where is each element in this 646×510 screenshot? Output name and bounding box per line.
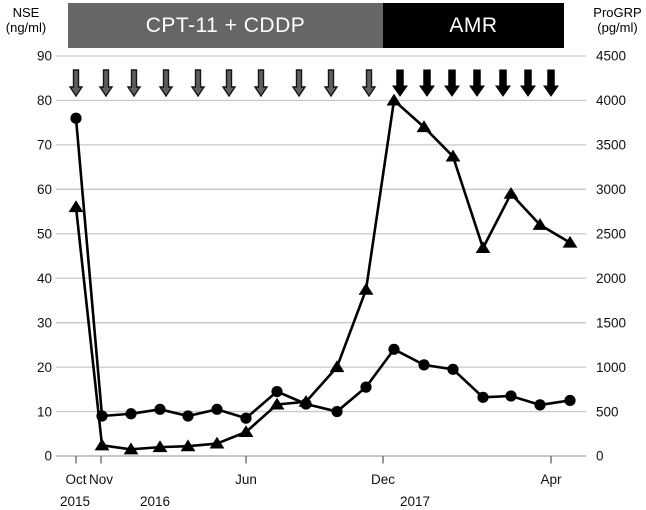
marker-triangle-progrp bbox=[416, 120, 432, 133]
dose-arrow-gray bbox=[221, 69, 237, 98]
right-axis-title-line1: ProGRP bbox=[593, 5, 642, 20]
left-axis-title: NSE (ng/ml) bbox=[0, 5, 52, 35]
marker-triangle-progrp bbox=[180, 439, 196, 452]
series-line-progrp bbox=[74, 97, 571, 451]
y-axis-label-right: 2000 bbox=[596, 271, 626, 286]
marker-triangle-progrp bbox=[475, 241, 491, 253]
dose-arrow-gray bbox=[190, 69, 206, 98]
marker-circle-nse bbox=[125, 408, 137, 420]
marker-triangle-progrp bbox=[532, 218, 548, 230]
dose-arrow-gray bbox=[323, 69, 339, 98]
treatment-bar-cpt11-cddp: CPT-11 + CDDP bbox=[68, 3, 383, 48]
marker-circle-nse bbox=[70, 112, 82, 124]
marker-triangle-progrp bbox=[94, 438, 110, 451]
dose-arrow-black bbox=[543, 69, 559, 97]
dose-arrow-black bbox=[520, 69, 536, 97]
dose-arrow-black bbox=[444, 69, 460, 97]
x-tick-label: Nov bbox=[89, 472, 113, 487]
marker-triangle-progrp bbox=[386, 93, 402, 106]
marker-triangle-progrp bbox=[358, 282, 374, 295]
dose-arrow-gray bbox=[158, 69, 174, 98]
left-axis-title-line1: NSE bbox=[12, 5, 40, 20]
marker-circle-nse bbox=[534, 399, 546, 411]
y-axis-label-right: 3000 bbox=[596, 182, 626, 197]
marker-triangle-progrp bbox=[562, 235, 578, 248]
y-axis-label-right: 3500 bbox=[596, 138, 626, 153]
y-axis-label-right: 2500 bbox=[596, 226, 626, 241]
marker-triangle-progrp bbox=[209, 436, 225, 449]
y-axis-label-left: 90 bbox=[37, 49, 52, 64]
marker-triangle-progrp bbox=[298, 394, 314, 407]
dose-arrow-gray bbox=[98, 69, 114, 98]
y-axis-label-left: 70 bbox=[37, 138, 52, 153]
marker-circle-nse bbox=[418, 359, 430, 371]
marker-circle-nse bbox=[271, 385, 283, 398]
y-axis-label-left: 20 bbox=[37, 360, 52, 375]
dose-arrow-black bbox=[392, 69, 408, 97]
y-axis-label-right: 4000 bbox=[596, 93, 626, 108]
year-label: 2015 bbox=[60, 494, 90, 509]
marker-circle-nse bbox=[211, 403, 223, 415]
y-axis-label-left: 30 bbox=[37, 315, 52, 330]
marker-circle-nse bbox=[182, 410, 194, 422]
marker-triangle-progrp bbox=[152, 440, 168, 453]
y-axis-label-left: 10 bbox=[37, 404, 52, 419]
y-axis-label-left: 40 bbox=[37, 271, 52, 286]
treatment-bar-amr: AMR bbox=[383, 3, 564, 48]
dose-arrow-gray bbox=[361, 69, 377, 98]
marker-triangle-progrp bbox=[269, 397, 285, 410]
marker-circle-nse bbox=[331, 405, 343, 418]
x-tick-label: Oct bbox=[65, 472, 86, 487]
right-axis-title-line2: (pg/ml) bbox=[597, 20, 638, 35]
marker-triangle-progrp bbox=[123, 442, 139, 455]
dose-arrow-black bbox=[495, 69, 511, 97]
y-axis-label-right: 1500 bbox=[596, 315, 626, 330]
x-tick-label: Dec bbox=[371, 472, 395, 487]
marker-triangle-progrp bbox=[445, 149, 461, 162]
marker-circle-nse bbox=[477, 391, 489, 403]
y-axis-label-left: 60 bbox=[37, 182, 52, 197]
y-axis-label-right: 0 bbox=[596, 449, 604, 464]
dose-arrow-gray bbox=[68, 69, 84, 98]
y-axis-label-right: 4500 bbox=[596, 49, 626, 64]
marker-circle-nse bbox=[154, 403, 166, 415]
y-axis-label-left: 0 bbox=[44, 449, 52, 464]
marker-triangle-progrp bbox=[238, 425, 254, 437]
dose-arrow-black bbox=[419, 69, 435, 97]
dose-arrow-gray bbox=[126, 69, 142, 98]
y-axis-label-left: 50 bbox=[37, 226, 52, 241]
dose-arrow-gray bbox=[291, 69, 307, 98]
marker-circle-nse bbox=[360, 381, 372, 393]
x-tick-label: Apr bbox=[540, 472, 562, 487]
x-tick-label: Jun bbox=[235, 472, 257, 487]
year-label: 2017 bbox=[400, 494, 430, 509]
y-axis-label-right: 500 bbox=[596, 404, 619, 419]
y-axis-label-left: 80 bbox=[37, 93, 52, 108]
marker-triangle-progrp bbox=[503, 186, 519, 199]
treatment-bar-amr-label: AMR bbox=[449, 13, 498, 37]
marker-circle-nse bbox=[564, 394, 576, 407]
marker-triangle-progrp bbox=[68, 200, 84, 213]
marker-circle-nse bbox=[388, 343, 400, 355]
marker-circle-nse bbox=[505, 390, 517, 402]
treatment-bar-cpt11-cddp-label: CPT-11 + CDDP bbox=[145, 13, 306, 37]
marker-circle-nse bbox=[240, 412, 252, 424]
dose-arrow-black bbox=[469, 69, 485, 97]
year-label: 2016 bbox=[140, 494, 170, 509]
y-axis-label-right: 1000 bbox=[596, 360, 626, 375]
series-line-nse bbox=[74, 118, 571, 420]
right-axis-title: ProGRP (pg/ml) bbox=[589, 5, 646, 35]
dose-arrow-gray bbox=[253, 69, 269, 98]
marker-triangle-progrp bbox=[329, 360, 345, 373]
marker-circle-nse bbox=[447, 363, 459, 375]
left-axis-title-line2: (ng/ml) bbox=[5, 20, 47, 35]
